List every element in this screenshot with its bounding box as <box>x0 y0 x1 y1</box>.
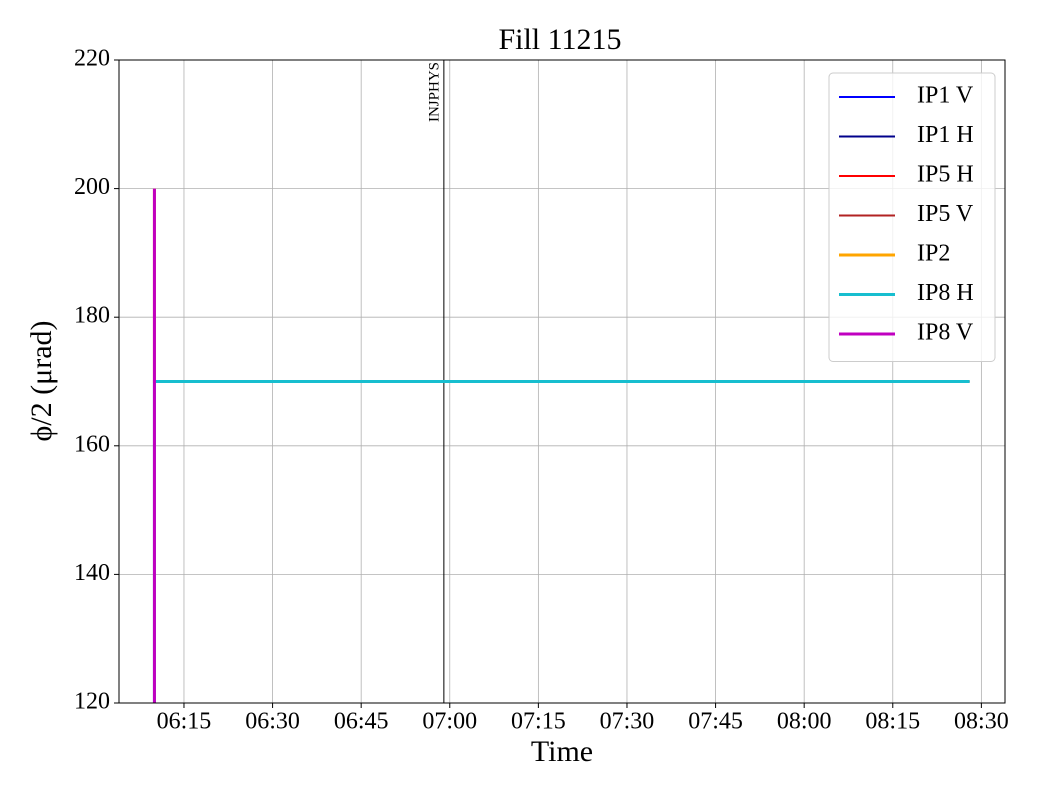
y-axis-label: ϕ/2 (μrad) <box>25 321 58 442</box>
annotation-label: INJPHYS <box>426 62 442 122</box>
y-tick-label: 180 <box>74 303 110 329</box>
legend-label: IP8 V <box>917 320 974 346</box>
x-axis-label: Time <box>531 735 593 768</box>
x-tick-label: 07:00 <box>422 709 477 735</box>
x-tick-label: 06:30 <box>245 709 300 735</box>
series-line <box>153 380 970 703</box>
chart-title: Fill 11215 <box>498 23 621 56</box>
legend-label: IP2 <box>917 241 950 267</box>
legend-box <box>828 72 996 362</box>
x-tick-label: 08:00 <box>777 709 832 735</box>
series-line <box>153 380 970 703</box>
series-line <box>153 380 970 703</box>
y-tick-label: 160 <box>74 431 110 457</box>
legend-label: IP1 H <box>917 122 974 148</box>
y-tick-label: 120 <box>74 689 110 715</box>
y-tick-label: 200 <box>74 174 110 200</box>
x-tick-label: 08:15 <box>865 709 920 735</box>
legend-label: IP8 H <box>917 280 974 306</box>
legend-label: IP1 V <box>917 83 974 109</box>
series-line <box>152 380 970 703</box>
y-tick-label: 140 <box>74 560 110 586</box>
plot-frame <box>118 59 1006 704</box>
x-tick-label: 07:45 <box>688 709 743 735</box>
x-tick-label: 06:45 <box>334 709 389 735</box>
x-tick-label: 07:15 <box>511 709 566 735</box>
y-tick-label: 220 <box>74 46 110 72</box>
series-line <box>153 380 970 703</box>
x-tick-label: 07:30 <box>600 709 655 735</box>
x-tick-label: 08:30 <box>954 709 1009 735</box>
x-tick-label: 06:15 <box>157 709 212 735</box>
legend-label: IP5 V <box>917 201 974 227</box>
legend-label: IP5 H <box>917 162 974 188</box>
